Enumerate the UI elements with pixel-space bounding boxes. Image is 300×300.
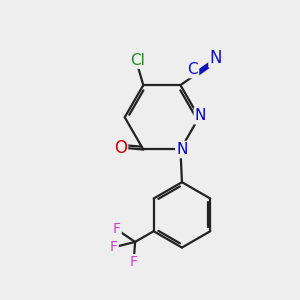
Text: O: O <box>114 139 127 157</box>
Text: C: C <box>188 62 198 77</box>
Text: N: N <box>210 49 222 67</box>
Text: F: F <box>130 255 138 269</box>
Text: F: F <box>113 222 121 236</box>
Text: F: F <box>110 240 118 254</box>
Text: N: N <box>195 108 206 123</box>
Text: Cl: Cl <box>130 53 146 68</box>
Text: N: N <box>176 142 188 157</box>
